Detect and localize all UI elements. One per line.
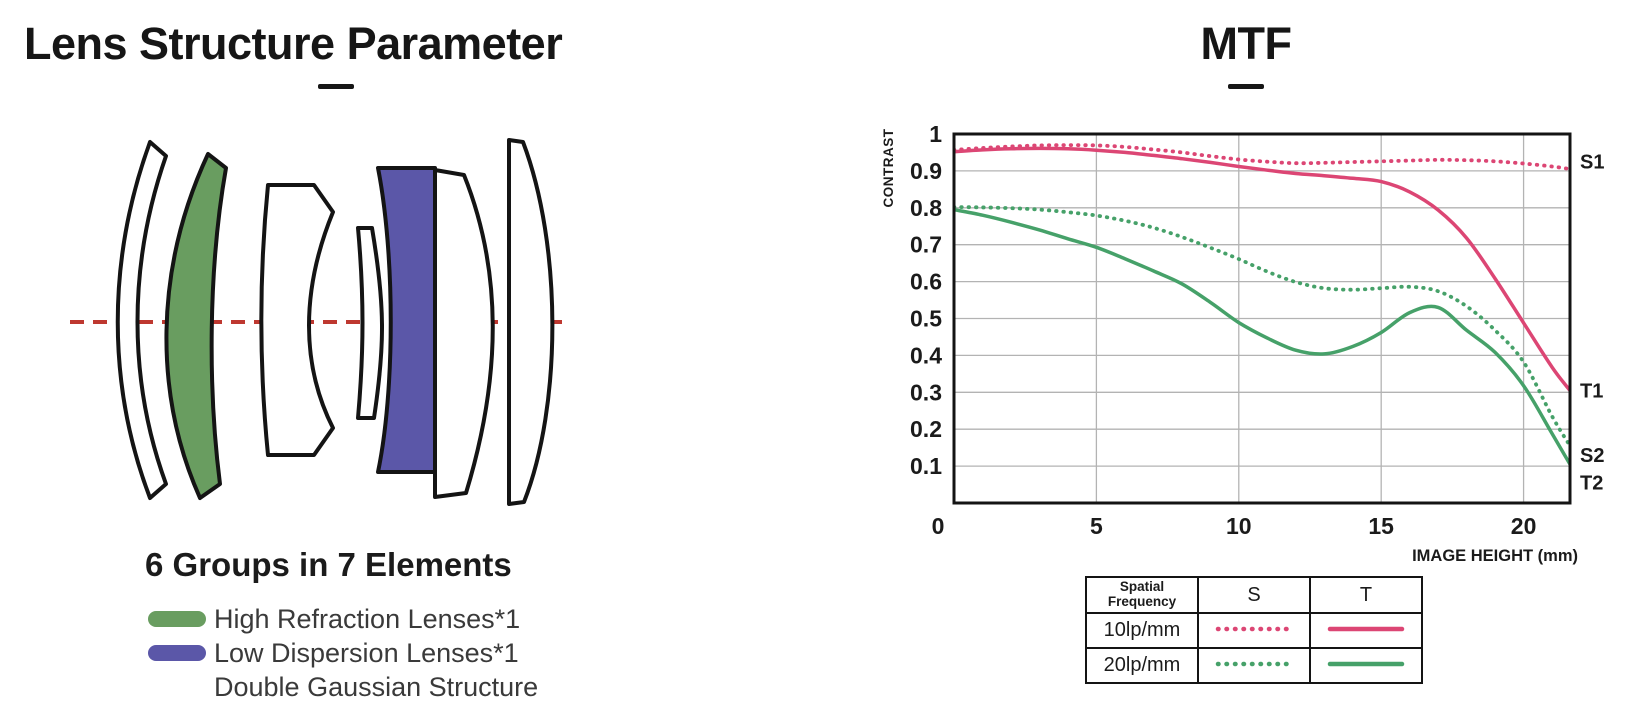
pink-solid-line-icon (1327, 626, 1405, 631)
lens-title-underline (318, 84, 354, 89)
svg-text:0.9: 0.9 (910, 158, 942, 184)
pink-dotted-line-icon (1215, 626, 1293, 631)
lens-element-6 (433, 168, 495, 499)
chart-frame (952, 132, 1572, 505)
sample-20lpmm-sagittal (1197, 647, 1311, 684)
green-pill-icon (148, 611, 206, 627)
header-sagittal: S (1197, 576, 1311, 614)
mtf-chart: 0.10.20.30.40.50.60.70.80.910 5 10 15 20 S1T… (881, 121, 1604, 565)
lens-groups-caption: 6 Groups in 7 Elements (145, 546, 512, 583)
mtf-title: MTF (1200, 18, 1292, 69)
table-row-10lpmm: 10lp/mm (1085, 612, 1423, 649)
lens-element-1 (115, 140, 168, 500)
svg-text:20: 20 (1511, 513, 1537, 539)
lens-element-4 (356, 226, 384, 420)
legend-row-low-dispersion: Low Dispersion Lenses*1 (148, 638, 538, 668)
curve-t2 (954, 207, 1570, 467)
lens-legend: High Refraction Lenses*1 Low Dispersion … (148, 604, 538, 702)
mtf-curves (954, 143, 1570, 467)
freq-20lpmm-label: 20lp/mm (1085, 647, 1199, 684)
blue-pill-icon (148, 645, 206, 661)
end-label-s2: S2 (1580, 445, 1604, 467)
svg-text:0.1: 0.1 (910, 453, 942, 479)
table-header-row: Spatial Frequency S T (1085, 576, 1423, 614)
chart-tick-labels: 0.10.20.30.40.50.60.70.80.910 5 10 15 20 (910, 121, 1536, 539)
low-dispersion-swatch-icon (148, 645, 214, 661)
sample-10lpmm-sagittal (1197, 612, 1311, 649)
y-axis-title: CONTRAST (881, 128, 896, 207)
header-tangential: T (1309, 576, 1423, 614)
svg-text:0.5: 0.5 (910, 306, 942, 332)
curve-s2 (954, 205, 1570, 448)
chart-gridlines (954, 134, 1570, 503)
svg-text:0.8: 0.8 (910, 195, 942, 221)
header-spatial-frequency: Spatial Frequency (1085, 576, 1199, 614)
lens-element-2-high-refraction (164, 152, 228, 500)
mtf-title-underline (1228, 84, 1264, 89)
legend-row-high-refraction: High Refraction Lenses*1 (148, 604, 538, 634)
curve-end-labels: S1 T1 S2 T2 (1580, 152, 1604, 495)
lens-structure-title: Lens Structure Parameter (24, 18, 563, 69)
svg-text:0.4: 0.4 (910, 342, 942, 368)
mtf-legend-table: Spatial Frequency S T 10lp/mm 20lp/mm (1085, 576, 1423, 684)
lens-element-5-low-dispersion (376, 166, 437, 474)
svg-text:0: 0 (932, 513, 945, 539)
lens-structure-diagram (70, 138, 562, 506)
sample-10lpmm-tangential (1309, 612, 1423, 649)
table-row-20lpmm: 20lp/mm (1085, 647, 1423, 684)
lens-element-7 (507, 138, 555, 506)
end-label-t1: T1 (1580, 380, 1603, 402)
svg-text:10: 10 (1226, 513, 1252, 539)
end-label-t2: T2 (1580, 473, 1603, 495)
svg-text:15: 15 (1368, 513, 1394, 539)
end-label-s1: S1 (1580, 152, 1604, 174)
freq-10lpmm-label: 10lp/mm (1085, 612, 1199, 649)
x-axis-title: IMAGE HEIGHT (mm) (1412, 547, 1578, 565)
low-dispersion-label: Low Dispersion Lenses*1 (214, 637, 519, 668)
green-dotted-line-icon (1215, 661, 1293, 666)
curve-s1 (954, 143, 1570, 171)
high-refraction-label: High Refraction Lenses*1 (214, 603, 521, 634)
svg-text:0.2: 0.2 (910, 416, 942, 442)
svg-text:0.7: 0.7 (910, 232, 942, 258)
high-refraction-swatch-icon (148, 611, 214, 627)
svg-text:0.6: 0.6 (910, 269, 942, 295)
structure-note-label: Double Gaussian Structure (214, 671, 539, 702)
svg-text:5: 5 (1090, 513, 1103, 539)
legend-row-structure-note: Double Gaussian Structure (148, 672, 538, 702)
lens-element-3 (259, 183, 335, 457)
svg-text:0.3: 0.3 (910, 379, 942, 405)
sample-20lpmm-tangential (1309, 647, 1423, 684)
svg-text:1: 1 (929, 121, 942, 147)
green-solid-line-icon (1327, 661, 1405, 666)
curve-t1 (954, 146, 1570, 393)
